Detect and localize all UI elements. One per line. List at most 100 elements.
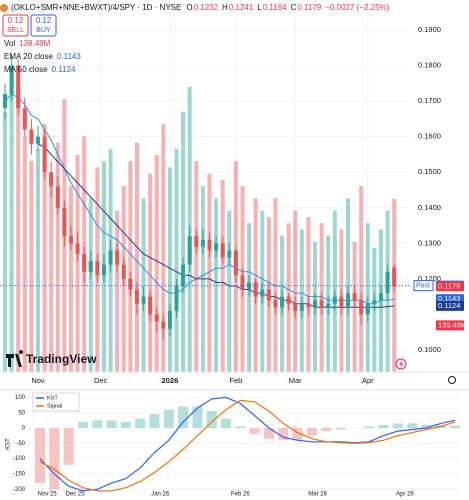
y-tick-label: 100	[15, 395, 26, 401]
indicator-line	[4, 93, 395, 305]
volume-bar	[273, 198, 278, 372]
histogram-bar	[77, 421, 88, 428]
change: −0.0027 (−2.25%)	[325, 3, 389, 12]
y-axis-label: KST	[6, 438, 12, 450]
symbol-icon	[0, 4, 8, 12]
volume-bar	[115, 210, 120, 372]
buy-price[interactable]: 0.12	[36, 16, 52, 25]
y-tick-label: 0.1000	[418, 345, 441, 354]
series-line	[39, 399, 456, 492]
price-label: 0.1143	[438, 294, 460, 303]
logo-text: TradingView	[26, 352, 97, 366]
candle-body	[167, 310, 172, 329]
ohlc-value: 0.1232	[194, 3, 219, 12]
volume-bar	[167, 167, 172, 372]
candle-body	[365, 303, 370, 315]
volume-bar	[22, 136, 27, 372]
candle-body	[49, 172, 54, 187]
legend-box	[32, 392, 80, 412]
volume-bar	[68, 186, 73, 372]
indicator-value: 139.48M	[19, 39, 50, 48]
candle-body	[101, 264, 106, 276]
volume-bar	[154, 155, 159, 372]
buy-button[interactable]	[30, 14, 57, 37]
candle-body	[319, 300, 324, 308]
sell-price[interactable]: 0.12	[8, 16, 24, 25]
candle-body	[207, 239, 212, 251]
sell-button[interactable]	[2, 14, 29, 37]
ohlc-value: 0.1179	[297, 3, 321, 12]
histogram-bar	[263, 427, 274, 439]
candle-body	[227, 250, 232, 258]
histogram-bar	[49, 427, 60, 490]
indicator-name: EMA 20 close	[4, 52, 53, 61]
histogram-bar	[306, 427, 317, 436]
settings-icon[interactable]	[448, 376, 456, 384]
x-tick-label: Mar 26	[308, 492, 327, 498]
y-tick-label: -200	[13, 487, 26, 493]
volume-bar	[75, 155, 80, 372]
histogram-bar	[407, 423, 418, 428]
legend-label: KST	[47, 395, 58, 401]
candle-body	[141, 296, 146, 304]
symbol: (OKLO+SMR+NNE+BWXT)/4/SPY · 1D · NYSE	[11, 3, 181, 12]
histogram-bar	[364, 426, 375, 428]
volume-bar	[220, 179, 225, 372]
price-label: 139.48M	[438, 320, 467, 329]
series-line	[39, 396, 456, 492]
histogram-bar	[120, 421, 131, 428]
histogram-bar	[192, 406, 203, 428]
candle-body	[108, 250, 113, 265]
buy-label[interactable]: BUY	[36, 27, 51, 34]
candle-body	[306, 303, 311, 308]
candle-body	[55, 186, 60, 208]
candle-body	[233, 250, 238, 276]
candle-body	[3, 94, 8, 109]
histogram-bar	[321, 427, 332, 432]
histogram-bar	[206, 411, 217, 428]
candle-body	[293, 303, 298, 311]
candle-body	[385, 271, 390, 294]
price-label: 0.1179	[438, 281, 460, 290]
candle-body	[253, 282, 258, 297]
histogram-bar	[163, 409, 174, 428]
price-tag	[413, 280, 434, 292]
volume-bar	[181, 111, 186, 372]
x-tick-label: Nov	[31, 376, 45, 385]
legend-label: Signal	[47, 403, 62, 409]
x-tick-label: 2026	[162, 376, 179, 385]
candle-body	[240, 275, 245, 290]
volume-bar	[247, 223, 252, 372]
y-tick-label: 0	[22, 426, 26, 432]
volume-bar	[3, 111, 8, 372]
volume-bar	[9, 74, 14, 373]
sell-label[interactable]: SELL	[7, 27, 24, 34]
x-tick-label: Apr 26	[396, 492, 414, 498]
y-tick-label: 0.1300	[418, 238, 441, 247]
histogram-bar	[249, 427, 260, 435]
y-tick-label: -150	[13, 472, 26, 478]
volume-bar	[345, 198, 350, 372]
ohlc-key: C	[291, 3, 297, 12]
volume-bar	[161, 124, 166, 372]
x-tick-label: Apr	[362, 376, 374, 385]
candle-body	[174, 285, 179, 311]
candle-body	[161, 321, 166, 329]
histogram-bar	[392, 423, 403, 428]
volume-bar	[174, 148, 179, 372]
x-tick-label: Dec	[94, 376, 108, 385]
candle-body	[332, 296, 337, 304]
candle-body	[378, 293, 383, 301]
volume-bar	[29, 161, 34, 372]
candle-body	[128, 278, 133, 290]
histogram-bar	[149, 414, 160, 428]
histogram-bar	[278, 427, 289, 441]
volume-bar	[227, 210, 232, 372]
x-tick-label: Nov 25	[38, 492, 58, 498]
volume-bar	[207, 173, 212, 372]
histogram-bar	[178, 406, 189, 428]
candle-body	[339, 296, 344, 308]
candle-body	[154, 314, 159, 322]
